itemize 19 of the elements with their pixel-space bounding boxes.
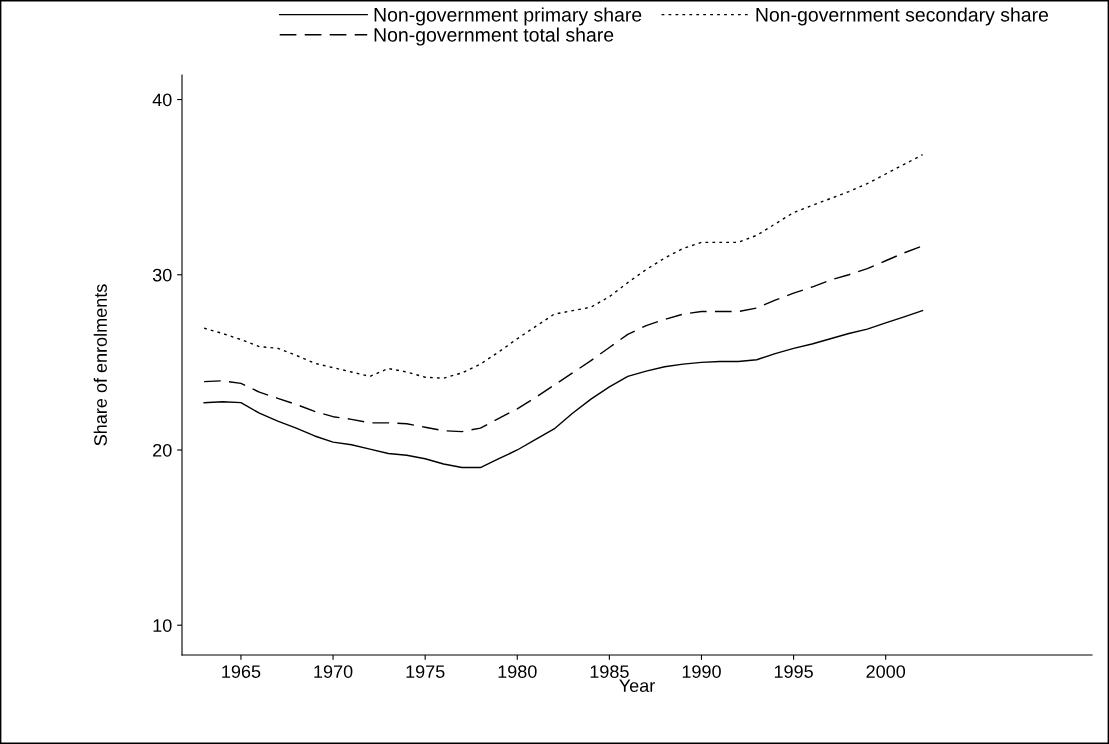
legend-label: Non-government secondary share (756, 7, 1049, 26)
legend-label: Non-government primary share (374, 7, 642, 26)
x-tick-label: 1985 (590, 665, 629, 678)
x-tick-label: 2000 (866, 665, 906, 678)
x-tick-label: 1990 (682, 665, 721, 678)
x-tick-label: 1980 (498, 665, 537, 678)
y-tick-label: 40 (152, 93, 172, 107)
y-tick-label: 20 (153, 443, 172, 457)
x-axis-title: Year (619, 679, 655, 693)
x-tick-label: 1975 (406, 665, 445, 678)
x-tick-label: 1995 (774, 665, 813, 678)
line-series (203, 309, 924, 469)
y-tick-label: 10 (153, 619, 172, 632)
x-tick-label: 1965 (222, 665, 261, 678)
legend-label: Non-government total share (374, 27, 614, 46)
line-series (203, 154, 924, 379)
x-tick-label: 1970 (314, 665, 353, 678)
y-axis-title: Share of enrolments (93, 284, 107, 446)
y-tick-label: 30 (152, 268, 172, 282)
